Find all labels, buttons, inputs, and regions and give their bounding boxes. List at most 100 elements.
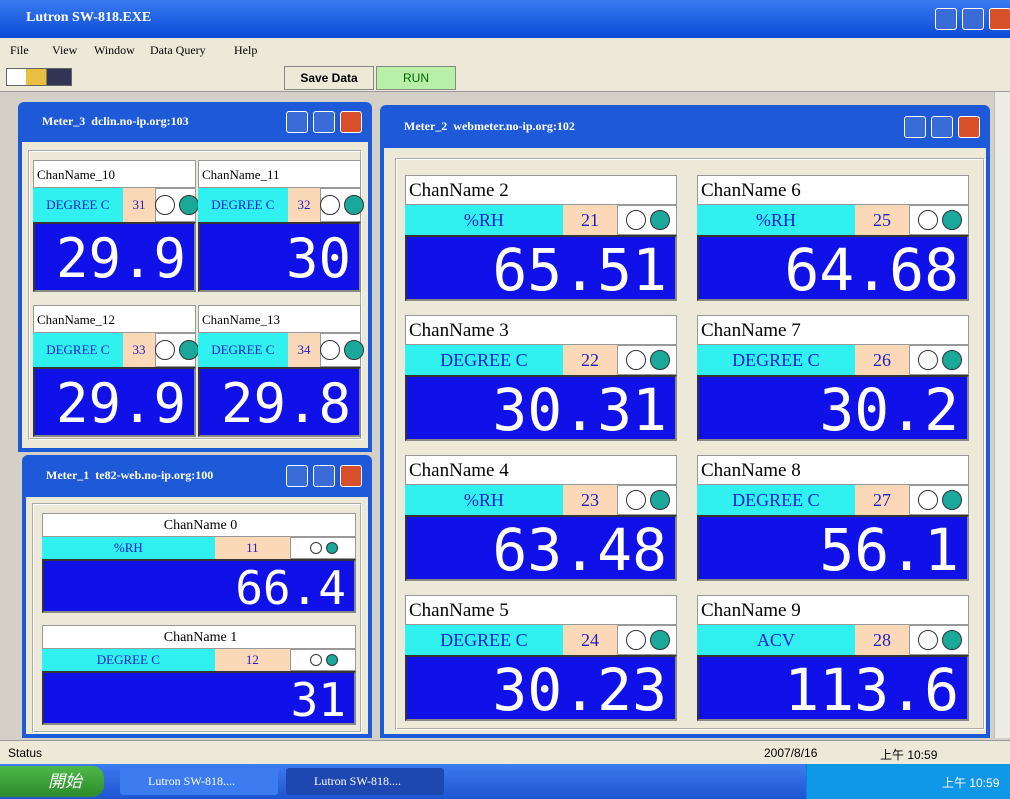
status-indicator	[909, 625, 969, 655]
unit-label: %RH	[42, 537, 215, 559]
status-indicator	[290, 537, 356, 559]
tray-clock: 上午 10:59	[942, 776, 1000, 790]
channel-id: 22	[562, 345, 618, 375]
channel-id: 28	[854, 625, 910, 655]
status-indicator	[909, 205, 969, 235]
status-indicator	[154, 333, 199, 367]
menu-bar: File View Window Data Query Help	[0, 38, 1010, 62]
maximize-button[interactable]	[931, 115, 953, 138]
digital-display: 31	[42, 671, 356, 727]
channel-name: ChanName 6	[697, 175, 969, 205]
channel-id: 27	[854, 485, 910, 515]
channel-name: ChanName 1	[42, 625, 356, 649]
close-button[interactable]	[958, 115, 980, 138]
status-indicator	[617, 345, 677, 375]
toolbar: Save Data RUN	[0, 62, 1010, 92]
maximize-button[interactable]	[313, 111, 335, 133]
status-indicator	[617, 205, 677, 235]
channel-id: 32	[287, 188, 321, 222]
tool-icons	[6, 68, 72, 86]
channel-id: 21	[562, 205, 618, 235]
task-button[interactable]: Lutron SW-818....	[286, 768, 444, 795]
toolbar-button[interactable]: Save Data	[284, 66, 374, 90]
minimize-button[interactable]	[935, 8, 957, 30]
indicator-led	[154, 340, 175, 360]
unit-label: DEGREE C	[697, 345, 855, 375]
task-button[interactable]: Lutron SW-818....	[120, 768, 278, 795]
minimize-button[interactable]	[904, 115, 926, 138]
window-title: Meter_1 te82-web.no-ip.org:100	[46, 468, 214, 482]
maximize-button[interactable]	[962, 8, 984, 30]
digital-display: 30.23	[405, 655, 677, 723]
indicator-led	[650, 210, 671, 230]
channel-id: 25	[854, 205, 910, 235]
status-time: 上午 10:59	[880, 748, 938, 762]
channel-name: ChanName 9	[697, 595, 969, 625]
menu-item[interactable]: View	[52, 43, 78, 57]
indicator-led	[319, 340, 340, 360]
digital-display: 29.9	[33, 222, 196, 292]
channel-name: ChanName_12	[33, 305, 196, 333]
channel-id: 33	[122, 333, 156, 367]
window-title: Meter_2 webmeter.no-ip.org:102	[404, 118, 575, 133]
unit-label: DEGREE C	[198, 188, 288, 222]
unit-label: DEGREE C	[198, 333, 288, 367]
start-button[interactable]: 開始	[0, 766, 104, 797]
digital-display: 30.31	[405, 375, 677, 443]
indicator-led	[942, 350, 963, 370]
channel-name: ChanName 4	[405, 455, 677, 485]
indicator-led	[918, 630, 939, 650]
app-title: Lutron SW-818.EXE	[26, 10, 152, 25]
toolbar-button[interactable]: RUN	[376, 66, 456, 90]
unit-label: DEGREE C	[42, 649, 215, 671]
channel-id: 11	[214, 537, 291, 559]
taskbar: 開始 Lutron SW-818.... Lutron SW-818.... 上午 1…	[0, 764, 1010, 799]
menu-item[interactable]: File	[10, 43, 29, 57]
unit-label: %RH	[697, 205, 855, 235]
close-button[interactable]	[340, 111, 362, 133]
channel-name: ChanName_11	[198, 160, 361, 188]
digital-display: 64.68	[697, 235, 969, 303]
channel-id: 31	[122, 188, 156, 222]
status-indicator	[909, 345, 969, 375]
status-indicator	[290, 649, 356, 671]
indicator-led	[942, 490, 963, 510]
menu-item[interactable]: Window	[94, 43, 135, 57]
indicator-led	[650, 490, 671, 510]
channel-id: 23	[562, 485, 618, 515]
indicator-led	[326, 542, 339, 554]
channel-name: ChanName 0	[42, 513, 356, 537]
indicator-led	[626, 210, 647, 230]
indicator-led	[310, 542, 323, 554]
digital-display: 29.9	[33, 367, 196, 437]
digital-display: 30.2	[697, 375, 969, 443]
close-button[interactable]	[340, 465, 362, 487]
indicator-led	[343, 195, 364, 215]
status-indicator	[319, 333, 364, 367]
meter-panel	[28, 150, 362, 440]
channel-id: 12	[214, 649, 291, 671]
indicator-led	[626, 350, 647, 370]
maximize-button[interactable]	[313, 465, 335, 487]
channel-id: 26	[854, 345, 910, 375]
indicator-led	[918, 490, 939, 510]
channel-id: 34	[287, 333, 321, 367]
minimize-button[interactable]	[286, 465, 308, 487]
minimize-button[interactable]	[286, 111, 308, 133]
indicator-led	[918, 350, 939, 370]
indicator-led	[154, 195, 175, 215]
digital-display: 30	[198, 222, 361, 292]
channel-name: ChanName 3	[405, 315, 677, 345]
indicator-led	[343, 340, 364, 360]
indicator-led	[178, 195, 199, 215]
unit-label: ACV	[697, 625, 855, 655]
close-button[interactable]	[989, 8, 1010, 30]
digital-display: 63.48	[405, 515, 677, 583]
title-bar: Lutron SW-818.EXE	[0, 0, 1010, 38]
indicator-led	[918, 210, 939, 230]
digital-display: 65.51	[405, 235, 677, 303]
status-date: 2007/8/16	[764, 746, 818, 760]
indicator-led	[942, 210, 963, 230]
menu-item[interactable]: Help	[234, 43, 258, 57]
menu-item[interactable]: Data Query	[150, 43, 206, 57]
